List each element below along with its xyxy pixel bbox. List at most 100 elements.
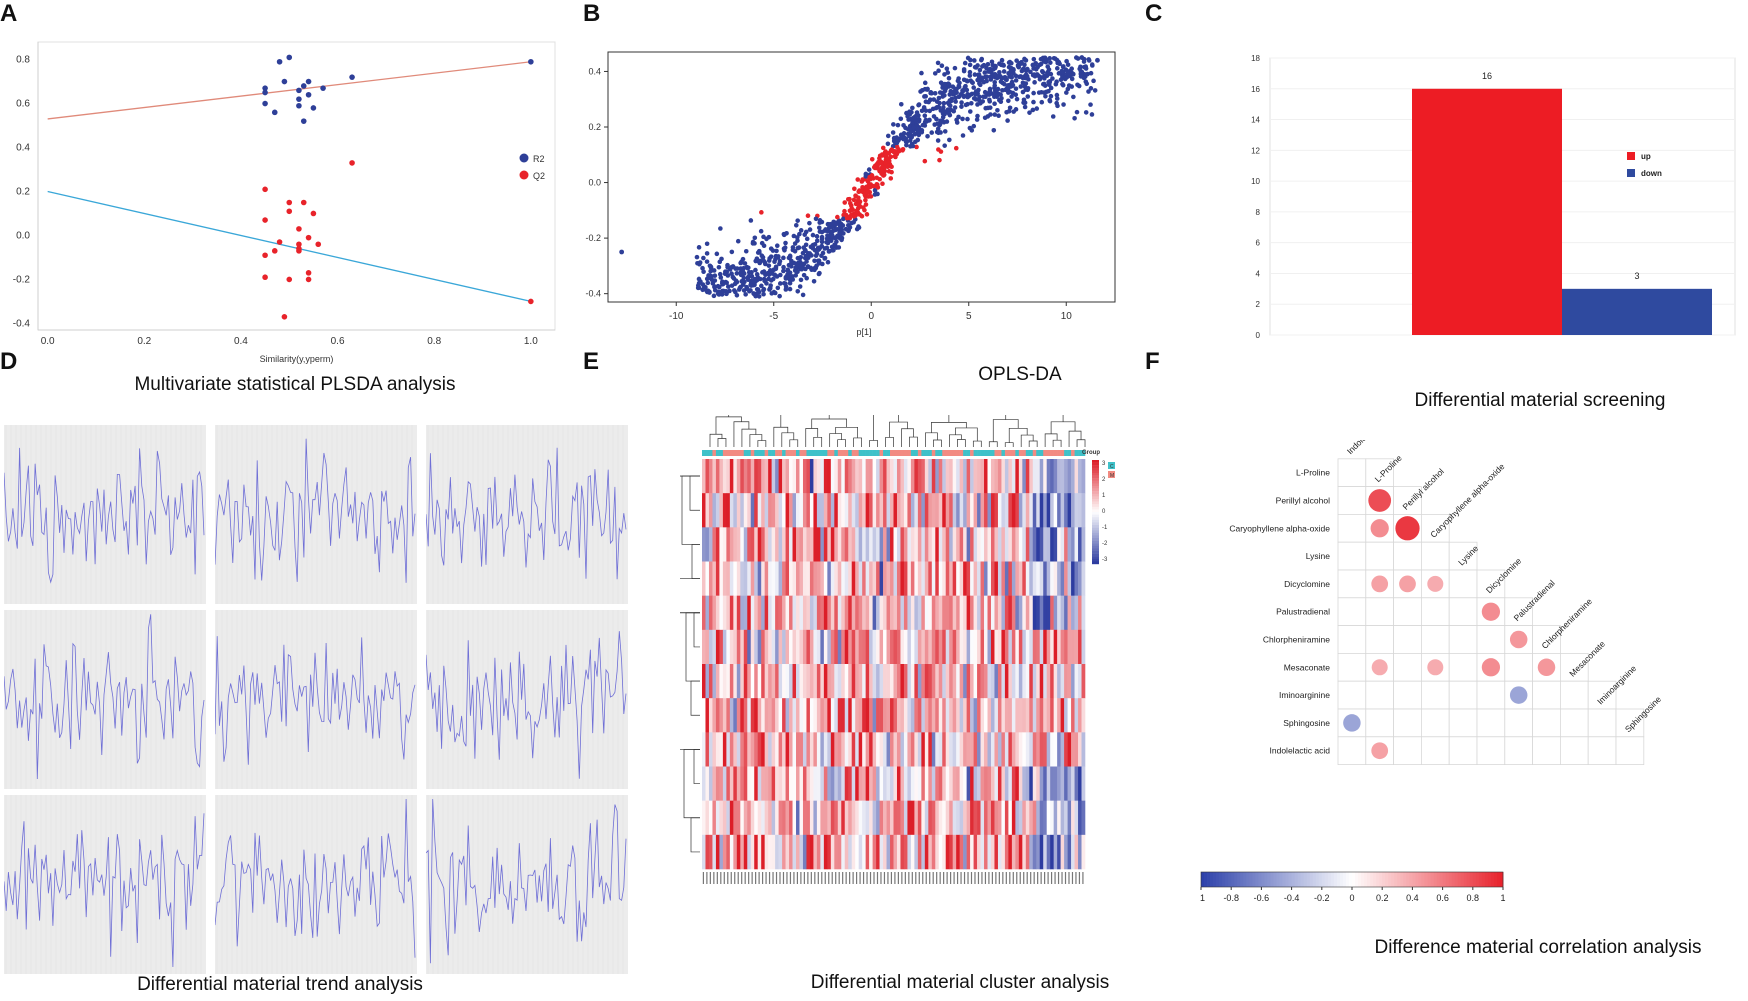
heatmap-cell (1043, 561, 1047, 596)
data-point (839, 227, 845, 233)
data-point (972, 72, 978, 77)
heatmap-cell (705, 493, 710, 528)
heatmap-cell (851, 664, 856, 699)
data-point (810, 232, 816, 238)
heatmap-cell (1067, 698, 1072, 733)
group-cell (789, 450, 793, 456)
column-label (849, 872, 851, 884)
data-point (841, 231, 846, 236)
heatmap-cell (1022, 595, 1027, 631)
column-label (765, 872, 767, 884)
caption-b: OPLS-DA (978, 364, 1062, 385)
row-dendrogram (680, 475, 700, 853)
color-bar-segment (1207, 872, 1211, 887)
data-point (960, 133, 966, 138)
column-label (963, 872, 966, 884)
grid-cell (1504, 736, 1533, 765)
color-bar-segment (1394, 872, 1398, 887)
heatmap-cell (740, 664, 745, 699)
x-tick-label: -5 (769, 311, 778, 322)
data-point (783, 284, 789, 290)
data-point (1032, 80, 1037, 85)
data-point (732, 281, 738, 287)
heatmap-cell (848, 527, 853, 562)
heatmap-cell (963, 629, 967, 665)
heatmap-cell (945, 698, 950, 733)
data-point (957, 80, 962, 86)
heatmap-cell (1074, 493, 1079, 528)
column-label (1033, 872, 1035, 884)
heatmap-cell (719, 664, 724, 699)
heatmap-cell (890, 698, 894, 733)
heatmap-cell (743, 800, 748, 836)
heatmap-cell (883, 459, 887, 494)
heatmap-cell (935, 561, 940, 596)
data-point (716, 292, 722, 297)
correlation-grid (1337, 458, 1645, 765)
heatmap-cell (1008, 527, 1013, 562)
heatmap-cell (1008, 834, 1013, 870)
heatmap-cell (977, 766, 981, 801)
heatmap-cell (1078, 766, 1082, 801)
panel-letter-b: B (583, 0, 601, 27)
data-point (704, 251, 710, 256)
data-point (785, 267, 791, 273)
heatmap-cell (750, 459, 755, 494)
heatmap-cell (1011, 766, 1016, 801)
heatmap-cell (987, 766, 992, 801)
scale-tick-label: 2 (1102, 477, 1106, 483)
group-cell (708, 450, 713, 456)
data-point (982, 89, 988, 95)
heatmap-cell (778, 493, 783, 528)
column-label (936, 872, 938, 884)
heatmap-cell (841, 834, 846, 870)
heatmap-cell (851, 698, 856, 733)
heatmap-cell (813, 766, 818, 801)
heatmap-cell (893, 766, 898, 801)
data-point (849, 220, 854, 226)
heatmap-cell (1064, 527, 1068, 562)
point-q2 (286, 208, 293, 215)
heatmap-cell (921, 493, 926, 528)
heatmap-cell (914, 664, 919, 699)
heatmap-cell (945, 459, 950, 494)
trend-cell-plot (3, 795, 205, 977)
color-bar-segment (1454, 872, 1459, 887)
heatmap-cell (1039, 698, 1044, 733)
heatmap-cell (956, 664, 960, 699)
heatmap-cell (907, 800, 912, 836)
heatmap-cell (931, 732, 936, 767)
color-bar-segment (1318, 872, 1323, 887)
data-point (1057, 61, 1062, 67)
y-tick-label: -0.2 (585, 233, 601, 243)
heatmap-cell (708, 459, 713, 494)
point-q2 (281, 314, 288, 320)
data-point (1008, 68, 1014, 73)
point-r2 (310, 105, 317, 111)
data-point (768, 254, 774, 259)
data-point (1089, 112, 1095, 117)
data-point (1065, 62, 1071, 68)
heatmap-cell (928, 561, 933, 596)
heatmap-cell (1029, 698, 1034, 733)
color-bar-segment (1436, 872, 1440, 887)
heatmap-cell (997, 766, 1002, 801)
heatmap-cell (921, 766, 926, 801)
heatmap-cell (1022, 664, 1027, 699)
data-point (781, 255, 786, 261)
column-label (793, 872, 795, 884)
heatmap-cell (750, 527, 755, 562)
data-point (936, 68, 941, 74)
heatmap-cell (768, 629, 772, 665)
heatmap-cell (1064, 459, 1068, 494)
color-bar-segment (1463, 872, 1468, 887)
data-point (711, 293, 717, 299)
y-tick-label: 14 (1251, 116, 1260, 125)
data-point (961, 67, 967, 72)
data-point (759, 210, 764, 215)
heatmap-cell (1022, 459, 1027, 494)
data-point (701, 255, 706, 261)
trend-cell-9 (425, 795, 628, 977)
heatmap-cell (837, 664, 842, 699)
column-label (932, 872, 934, 884)
